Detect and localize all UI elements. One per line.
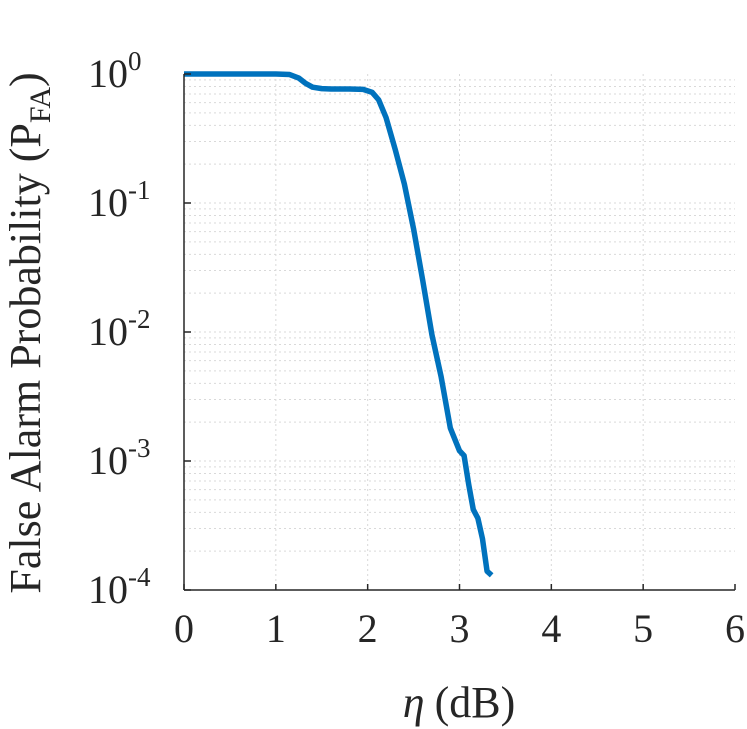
x-tick-label: 2 xyxy=(358,606,378,651)
grid xyxy=(184,74,735,590)
axes xyxy=(183,73,736,591)
y-axis-label-main: False Alarm Probability (P xyxy=(1,123,50,594)
x-axis-label: η (dB) xyxy=(403,678,515,727)
y-axis-label: False Alarm Probability (PFA) xyxy=(1,72,57,593)
x-tick-label: 1 xyxy=(266,606,286,651)
x-tick-label: 0 xyxy=(174,606,194,651)
y-axis-label-close: ) xyxy=(1,72,50,87)
y-tick-base: 10 xyxy=(88,180,128,225)
y-tick-exponent: 0 xyxy=(128,46,142,76)
y-tick-exponent: -3 xyxy=(128,433,151,463)
y-tick-base: 10 xyxy=(88,567,128,612)
y-tick-label: 10-1 xyxy=(88,175,151,225)
y-tick-base: 10 xyxy=(88,309,128,354)
x-tick-label: 4 xyxy=(541,606,561,651)
y-tick-base: 10 xyxy=(88,51,128,96)
x-tick-label: 6 xyxy=(725,606,745,651)
y-tick-exponent: -2 xyxy=(128,304,151,334)
y-tick-exponent: -1 xyxy=(128,175,151,205)
series-group xyxy=(184,71,494,578)
y-tick-label: 100 xyxy=(88,46,142,96)
y-axis-label-sub: FA xyxy=(24,87,57,123)
x-tick-label: 3 xyxy=(450,606,470,651)
series-line xyxy=(184,71,494,578)
y-tick-label: 10-2 xyxy=(88,304,151,354)
x-tick-label: 5 xyxy=(633,606,653,651)
x-axis-unit: (dB) xyxy=(435,678,516,727)
y-tick-label: 10-4 xyxy=(88,562,151,612)
y-tick-base: 10 xyxy=(88,438,128,483)
y-tick-exponent: -4 xyxy=(128,562,151,592)
y-tick-label: 10-3 xyxy=(88,433,151,483)
x-tick-labels: 0 1 2 3 4 5 6 xyxy=(174,606,745,651)
x-axis-symbol: η xyxy=(403,678,425,727)
